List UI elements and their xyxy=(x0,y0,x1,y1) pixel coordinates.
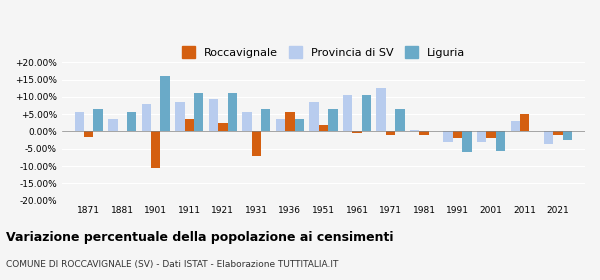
Bar xyxy=(261,109,271,132)
Bar xyxy=(251,132,261,156)
Bar xyxy=(376,88,386,132)
Bar xyxy=(395,109,404,132)
Bar xyxy=(544,132,553,144)
Bar xyxy=(242,113,251,132)
Text: Variazione percentuale della popolazione ai censimenti: Variazione percentuale della popolazione… xyxy=(6,231,394,244)
Bar xyxy=(386,132,395,135)
Bar xyxy=(218,123,227,132)
Bar xyxy=(194,94,203,132)
Bar xyxy=(477,132,487,142)
Bar xyxy=(487,132,496,138)
Bar xyxy=(328,109,338,132)
Bar xyxy=(160,76,170,132)
Bar xyxy=(310,102,319,132)
Bar xyxy=(410,130,419,132)
Bar xyxy=(108,119,118,132)
Legend: Roccavignale, Provincia di SV, Liguria: Roccavignale, Provincia di SV, Liguria xyxy=(178,43,469,61)
Bar xyxy=(511,121,520,132)
Bar xyxy=(94,109,103,132)
Bar xyxy=(343,95,352,132)
Bar xyxy=(362,95,371,132)
Bar xyxy=(209,99,218,132)
Bar xyxy=(127,113,136,132)
Bar xyxy=(227,94,237,132)
Bar xyxy=(74,113,84,132)
Bar xyxy=(443,132,453,142)
Bar xyxy=(84,132,94,137)
Text: COMUNE DI ROCCAVIGNALE (SV) - Dati ISTAT - Elaborazione TUTTITALIA.IT: COMUNE DI ROCCAVIGNALE (SV) - Dati ISTAT… xyxy=(6,260,338,269)
Bar xyxy=(462,132,472,152)
Bar xyxy=(352,132,362,133)
Bar xyxy=(285,113,295,132)
Bar xyxy=(453,132,462,138)
Bar xyxy=(563,132,572,140)
Bar xyxy=(142,104,151,132)
Bar xyxy=(276,119,285,132)
Bar xyxy=(319,125,328,132)
Bar xyxy=(419,132,429,135)
Bar xyxy=(185,119,194,132)
Bar xyxy=(175,102,185,132)
Bar xyxy=(151,132,160,168)
Bar xyxy=(520,114,529,132)
Bar xyxy=(496,132,505,151)
Bar xyxy=(553,132,563,135)
Bar xyxy=(295,119,304,132)
